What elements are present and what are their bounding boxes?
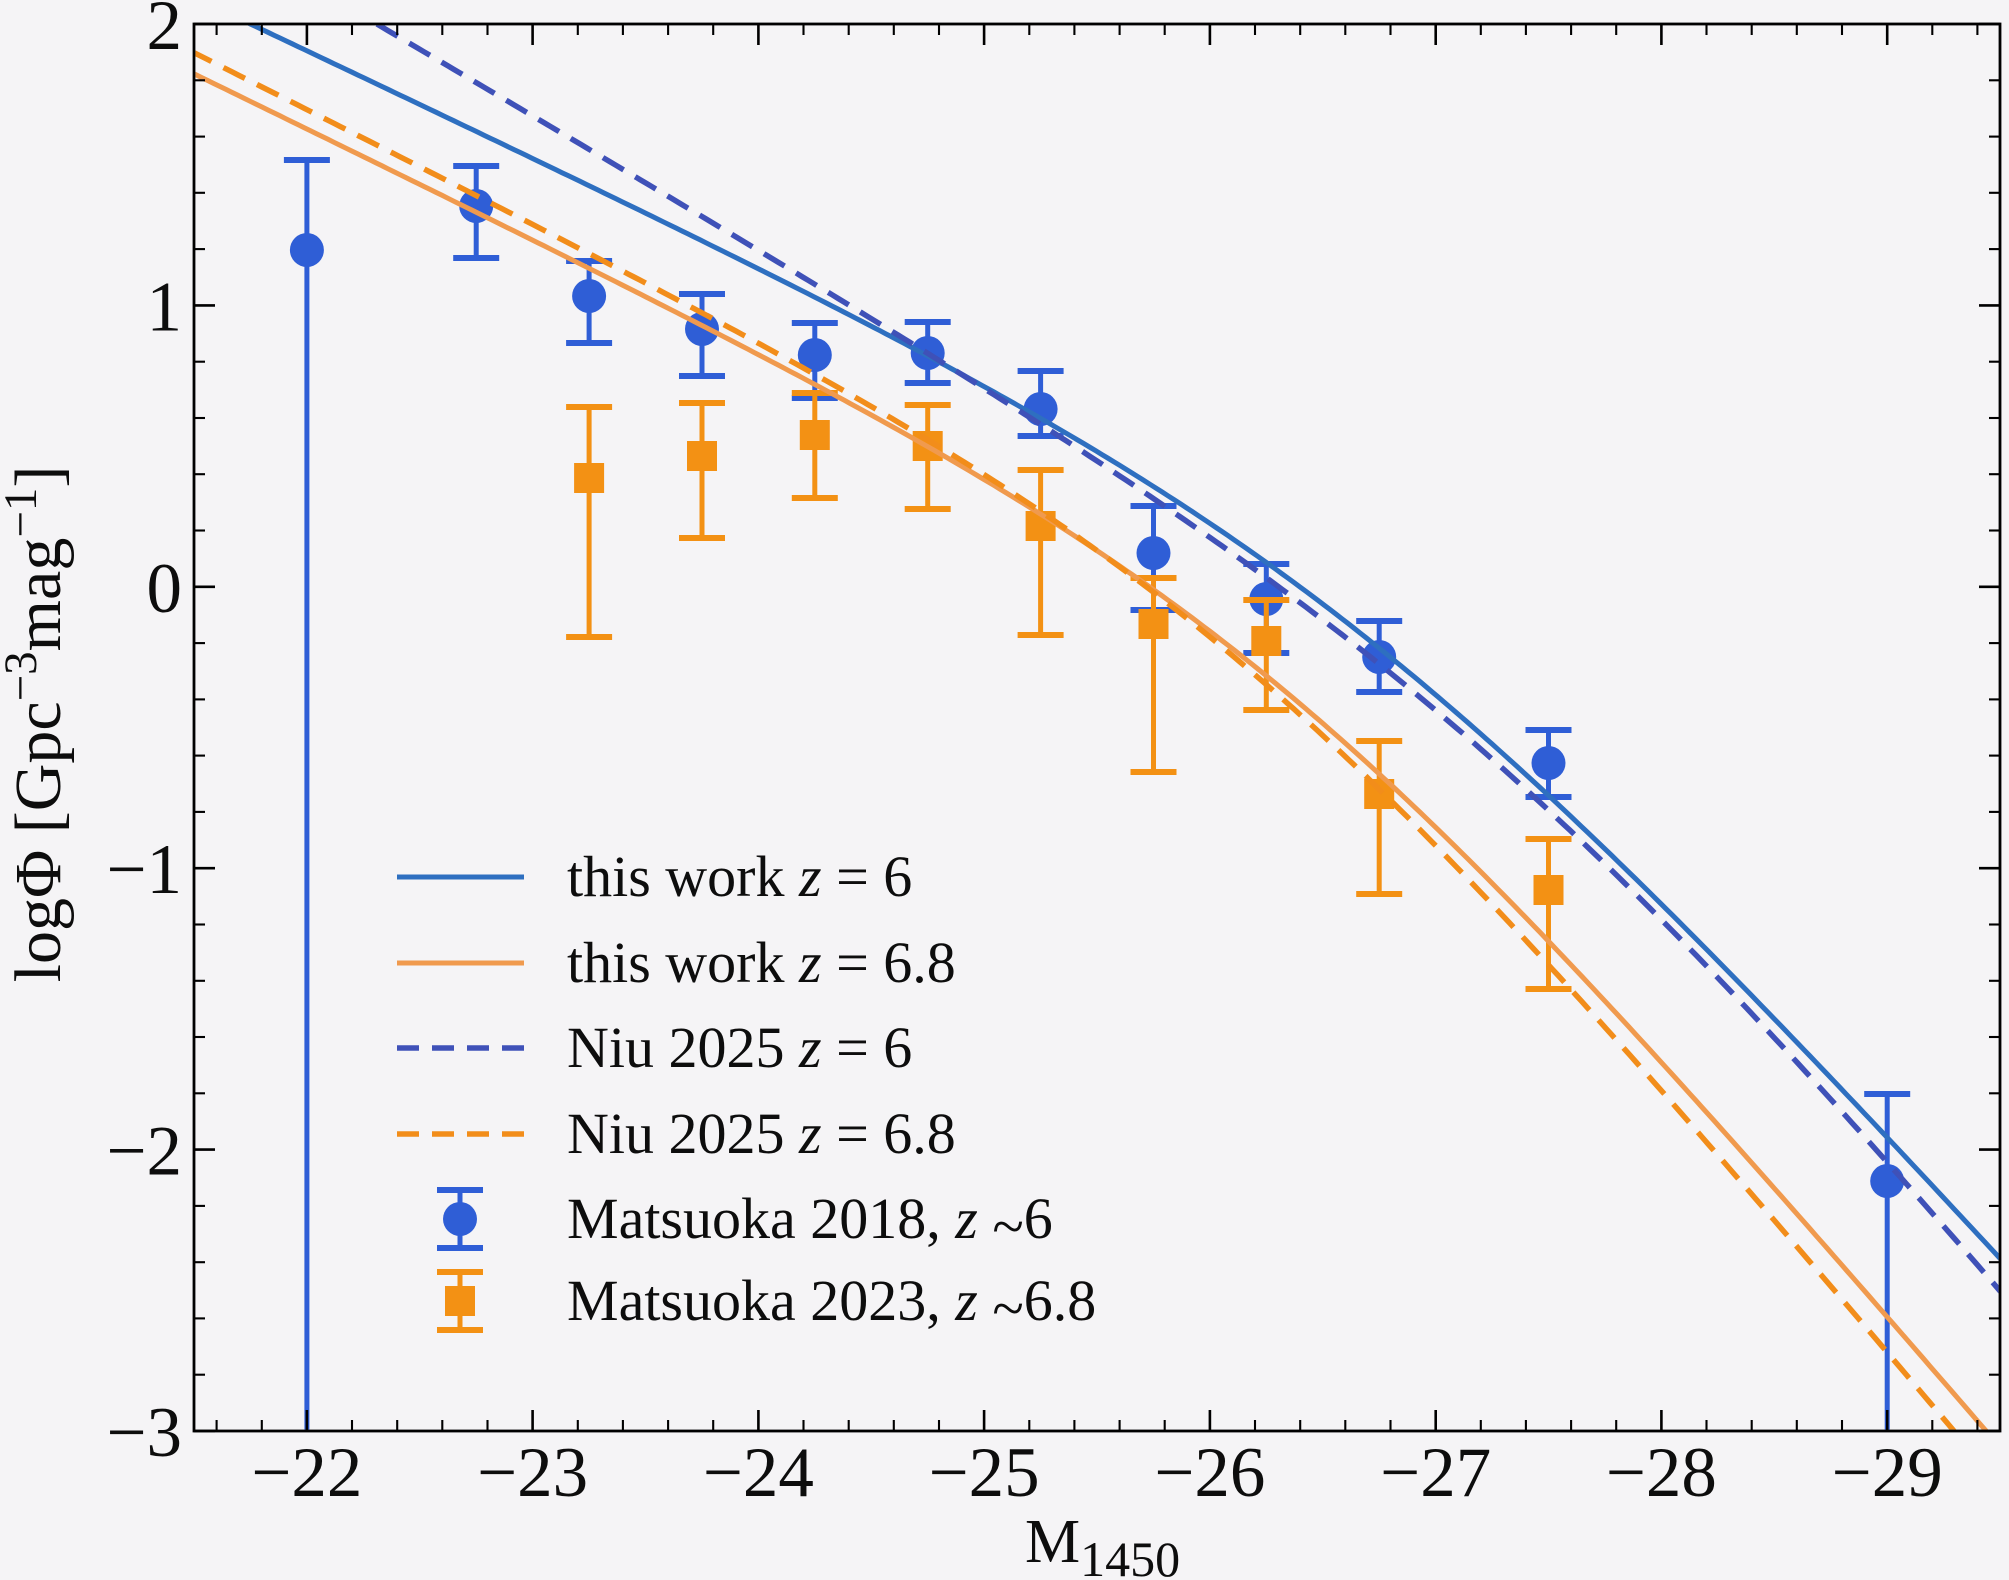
svg-text:−22: −22 — [251, 1434, 362, 1512]
svg-text:−27: −27 — [1380, 1434, 1491, 1512]
svg-text:2: 2 — [147, 0, 183, 65]
svg-text:Matsuoka 2023, z ~6.8: Matsuoka 2023, z ~6.8 — [567, 1268, 1096, 1341]
svg-text:−2: −2 — [106, 1113, 182, 1191]
svg-text:Niu 2025 z = 6.8: Niu 2025 z = 6.8 — [567, 1101, 956, 1166]
svg-text:1: 1 — [147, 268, 183, 346]
svg-text:logΦ [Gpc−3mag−1]: logΦ [Gpc−3mag−1] — [0, 466, 75, 983]
svg-text:Niu 2025 z = 6: Niu 2025 z = 6 — [567, 1015, 912, 1080]
svg-text:−28: −28 — [1606, 1434, 1717, 1512]
svg-text:−24: −24 — [703, 1434, 814, 1512]
svg-text:−3: −3 — [106, 1394, 182, 1472]
svg-text:−26: −26 — [1154, 1434, 1265, 1512]
svg-text:this work z = 6: this work z = 6 — [567, 844, 912, 909]
svg-text:−23: −23 — [477, 1434, 588, 1512]
svg-text:0: 0 — [147, 550, 183, 628]
svg-text:−29: −29 — [1832, 1434, 1943, 1512]
svg-text:Matsuoka 2018, z ~6: Matsuoka 2018, z ~6 — [567, 1186, 1053, 1259]
svg-text:−25: −25 — [929, 1434, 1040, 1512]
svg-text:−1: −1 — [106, 831, 182, 909]
svg-text:this work z = 6.8: this work z = 6.8 — [567, 930, 956, 995]
